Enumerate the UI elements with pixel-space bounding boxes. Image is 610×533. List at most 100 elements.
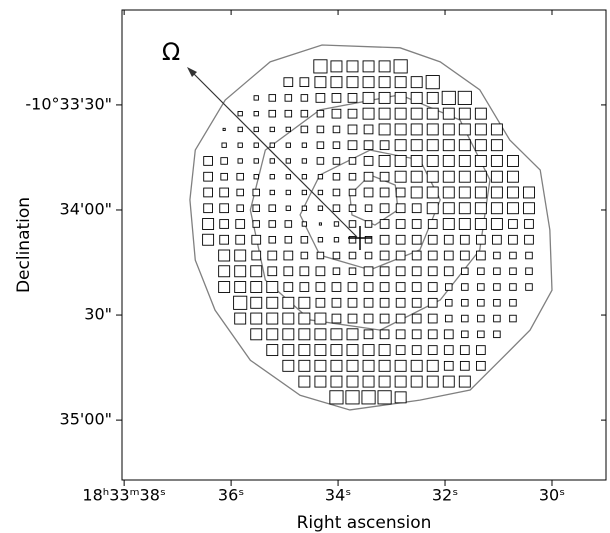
square [316,109,325,118]
square [298,296,311,309]
square [411,345,422,355]
square [332,125,341,134]
square [362,60,375,73]
square [317,174,324,180]
square [252,220,260,228]
square [317,205,324,211]
square [394,391,407,404]
square [363,171,374,182]
square [300,109,309,118]
square [284,220,293,228]
square [330,375,343,388]
square [379,187,390,198]
square [427,313,438,324]
square [318,222,322,226]
square [474,202,487,215]
square [490,186,503,199]
square [253,174,259,180]
square [364,251,373,260]
square [283,250,294,261]
square [314,344,327,357]
square [222,127,226,131]
square [490,170,503,183]
square [362,375,375,388]
square [426,359,439,372]
square [442,139,455,152]
square [285,174,291,180]
arrow-line [191,71,358,238]
square [379,282,390,292]
square [267,250,278,261]
square [378,359,391,372]
square [330,359,343,372]
x-axis-label: Right ascension [297,513,432,533]
square [410,107,423,120]
square [348,235,357,244]
square [269,158,275,164]
square [330,60,343,73]
square [395,282,406,292]
square [330,328,343,341]
square [299,282,310,292]
square [442,123,455,136]
square [394,359,407,372]
square [524,219,534,229]
square [411,282,422,292]
square [445,299,453,307]
square [493,314,501,323]
square [236,172,244,181]
square [266,281,279,293]
square [445,283,453,291]
square [237,142,243,148]
square [508,234,518,245]
square [394,139,407,152]
square [427,250,438,261]
square [410,76,423,89]
square [461,330,469,339]
square [237,158,243,164]
square [506,170,519,183]
square [410,139,423,152]
square [333,221,340,227]
square [284,109,293,118]
square [411,250,422,261]
square [300,94,309,102]
x-tick-label: 30ˢ [539,486,565,505]
square [236,204,244,212]
square [395,203,406,214]
square [427,282,438,292]
square [331,297,342,308]
square [219,219,229,229]
square [269,189,275,196]
square [477,283,485,291]
square [233,295,248,310]
square [410,154,423,167]
square [203,171,213,182]
square [524,234,534,245]
square [219,187,229,198]
square [492,234,502,245]
square [394,123,407,136]
square [427,329,438,340]
square [426,91,439,104]
square [253,126,259,133]
square [363,187,374,198]
square [220,157,228,165]
square [461,267,469,276]
square [443,250,454,261]
square [411,219,422,229]
square [509,299,517,307]
square [284,235,293,244]
square [329,390,344,405]
square [221,142,227,148]
square [203,203,213,214]
square [476,234,486,245]
x-tick-label: 36ˢ [218,486,244,505]
square [345,390,360,405]
plot-frame [121,9,607,481]
annotation: Ω [162,38,180,66]
square [393,59,408,74]
square [202,233,215,246]
square [266,344,279,357]
square [362,359,375,372]
